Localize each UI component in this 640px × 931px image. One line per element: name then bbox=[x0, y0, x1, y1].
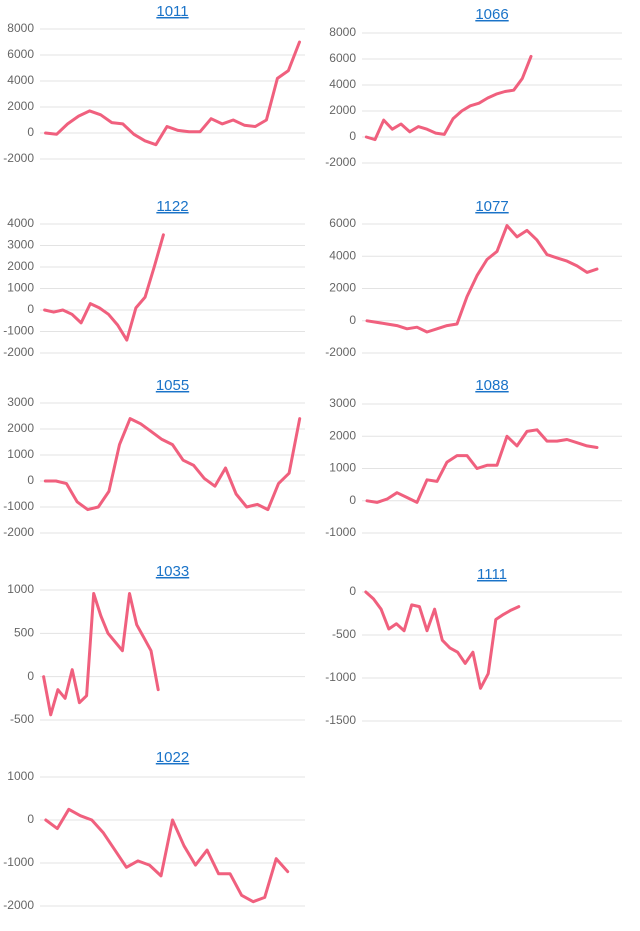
y-tick-label: 2000 bbox=[7, 259, 34, 273]
y-tick-label: -2000 bbox=[3, 525, 34, 539]
y-tick-label: 0 bbox=[349, 584, 356, 598]
y-tick-label: 500 bbox=[14, 626, 34, 640]
y-tick-label: 6000 bbox=[329, 216, 356, 230]
y-tick-label: 2000 bbox=[329, 103, 356, 117]
y-tick-label: -2000 bbox=[3, 898, 34, 912]
series-line bbox=[43, 417, 302, 512]
y-tick-label: -1000 bbox=[3, 499, 34, 513]
y-tick-label: 1000 bbox=[7, 281, 34, 295]
y-tick-label: 3000 bbox=[7, 395, 34, 409]
y-tick-label: -2000 bbox=[325, 155, 356, 169]
series-line bbox=[42, 592, 160, 717]
y-tick-label: 6000 bbox=[329, 51, 356, 65]
y-tick-label: 1000 bbox=[329, 461, 356, 475]
y-tick-label: -2000 bbox=[3, 345, 34, 359]
y-tick-label: 0 bbox=[27, 125, 34, 139]
series-line bbox=[44, 807, 290, 904]
y-tick-label: 8000 bbox=[7, 21, 34, 35]
y-tick-label: 0 bbox=[27, 302, 34, 316]
chart-title[interactable]: 1088 bbox=[475, 377, 508, 394]
chart-title[interactable]: 1077 bbox=[475, 198, 508, 215]
y-tick-label: 3000 bbox=[7, 238, 34, 252]
y-tick-label: 6000 bbox=[7, 47, 34, 61]
series-line bbox=[364, 590, 521, 690]
y-tick-label: -1000 bbox=[325, 525, 356, 539]
y-tick-label: 1000 bbox=[7, 447, 34, 461]
series-line bbox=[365, 428, 599, 504]
y-tick-label: 3000 bbox=[329, 396, 356, 410]
y-tick-label: 2000 bbox=[329, 281, 356, 295]
y-tick-label: 0 bbox=[349, 493, 356, 507]
y-tick-label: -500 bbox=[10, 712, 34, 726]
y-tick-label: 4000 bbox=[329, 248, 356, 262]
y-tick-label: 4000 bbox=[329, 77, 356, 91]
y-tick-label: 2000 bbox=[7, 421, 34, 435]
series-line bbox=[364, 54, 533, 142]
y-tick-label: -1000 bbox=[3, 324, 34, 338]
series-line bbox=[365, 224, 599, 334]
y-tick-label: 4000 bbox=[7, 73, 34, 87]
y-tick-label: 0 bbox=[349, 313, 356, 327]
chart-title[interactable]: 1122 bbox=[156, 198, 188, 215]
chart-title[interactable]: 1055 bbox=[156, 377, 189, 394]
chart-title[interactable]: 1022 bbox=[156, 749, 189, 766]
series-line bbox=[43, 233, 165, 342]
y-tick-label: -2000 bbox=[325, 345, 356, 359]
y-tick-label: 0 bbox=[349, 129, 356, 143]
y-tick-label: -1000 bbox=[325, 670, 356, 684]
chart-title[interactable]: 1111 bbox=[477, 566, 507, 583]
y-tick-label: 0 bbox=[27, 473, 34, 487]
y-tick-label: 1000 bbox=[7, 582, 34, 596]
y-tick-label: 0 bbox=[27, 669, 34, 683]
chart-title[interactable]: 1033 bbox=[156, 563, 189, 580]
y-tick-label: -500 bbox=[332, 627, 356, 641]
y-tick-label: 8000 bbox=[329, 25, 356, 39]
y-tick-label: -1500 bbox=[325, 713, 356, 727]
y-tick-label: 4000 bbox=[7, 216, 34, 230]
y-tick-label: 2000 bbox=[7, 99, 34, 113]
y-tick-label: -2000 bbox=[3, 151, 34, 165]
y-tick-label: 0 bbox=[27, 812, 34, 826]
y-tick-label: 2000 bbox=[329, 428, 356, 442]
y-tick-label: -1000 bbox=[3, 855, 34, 869]
y-tick-label: 1000 bbox=[7, 769, 34, 783]
chart-title[interactable]: 1066 bbox=[475, 6, 508, 23]
series-line bbox=[44, 40, 301, 147]
chart-title[interactable]: 1011 bbox=[156, 3, 188, 20]
